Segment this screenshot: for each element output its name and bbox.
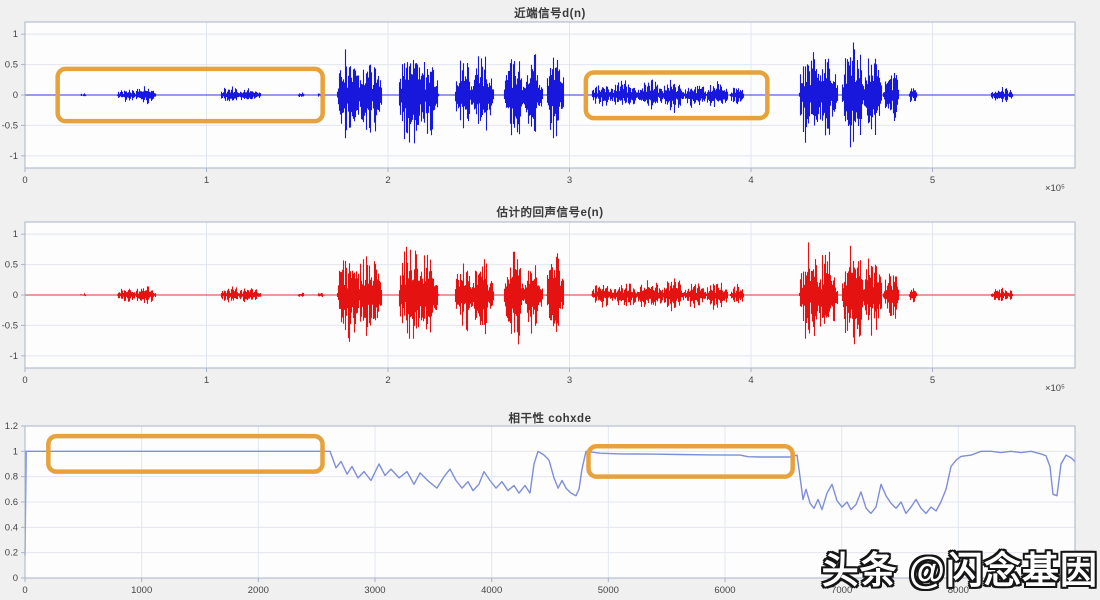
highlight-box — [55, 66, 325, 124]
plot-title-coherence: 相干性 cohxde — [508, 413, 592, 425]
x-tick-label: 3 — [567, 175, 572, 186]
x-tick-label: 3000 — [364, 585, 385, 596]
x-tick-label: 0 — [22, 175, 27, 186]
subplot-estimated-echo-signal: 0 1 2 3 4 5 -1 -0.5 0 0.5 1 — [2, 221, 1076, 386]
x-tick-label: 1000 — [131, 585, 152, 596]
y-tick-label: 0 — [13, 573, 18, 584]
x-tick-label: 5 — [930, 175, 935, 186]
x-tick-label: 4 — [748, 175, 753, 186]
y-tick-label: -0.5 — [2, 120, 18, 131]
y-tick-label: 0.4 — [5, 522, 18, 533]
y-tick-label: 0 — [13, 290, 18, 301]
y-tick-label: -1 — [10, 351, 18, 362]
y-tick-label: 1 — [13, 29, 18, 40]
watermark: 头条 @闪念基因 — [821, 550, 1098, 591]
subplot-coherence: 0 1000 2000 3000 4000 5000 6000 7000 8000 0 0.2 0.4… — [5, 421, 1076, 596]
y-tick-label: 0.5 — [5, 260, 18, 271]
x-tick-label: 5 — [930, 375, 935, 386]
x-tick-label: 2 — [385, 375, 390, 386]
y-tick-label: 0 — [13, 90, 18, 101]
x-tick-label: 3 — [567, 375, 572, 386]
x-tick-label: 4 — [748, 375, 753, 386]
y-tick-label: 1 — [13, 446, 18, 457]
y-tick-label: 0.5 — [5, 60, 18, 71]
y-tick-label: 1.2 — [5, 421, 18, 432]
y-tick-label: 0.2 — [5, 548, 18, 559]
y-tick-label: 0.8 — [5, 472, 18, 483]
plot-title-near-end-signal: 近端信号d(n) — [514, 8, 586, 20]
x-tick-label: 5000 — [598, 585, 619, 596]
y-tick-label: -1 — [10, 151, 18, 162]
x-tick-label: 4000 — [481, 585, 502, 596]
x-tick-label: 6000 — [714, 585, 735, 596]
x-tick-label: 1 — [204, 175, 209, 186]
highlight-box — [583, 70, 770, 121]
highlight-box — [586, 444, 795, 479]
x-tick-label: 2 — [385, 175, 390, 186]
highlight-box — [46, 433, 325, 474]
x-axis-exponent-label-plot1: ×10⁵ — [1044, 183, 1065, 194]
waveform-near-end-signal — [79, 42, 1014, 148]
subplot-near-end-signal: 0 1 2 3 4 5 -1 -0.5 0 0.5 1 — [2, 21, 1076, 186]
line-coherence — [24, 450, 1076, 556]
y-tick-label: -0.5 — [2, 320, 18, 331]
plot-title-estimated-echo-signal: 估计的回声信号e(n) — [496, 207, 604, 219]
y-tick-label: 1 — [13, 229, 18, 240]
x-tick-label: 0 — [22, 375, 27, 386]
waveform-estimated-echo-signal — [79, 242, 1014, 345]
x-tick-label: 7000 — [831, 585, 852, 596]
x-tick-label: 2000 — [248, 585, 269, 596]
y-tick-label: 0.6 — [5, 497, 18, 508]
x-tick-label: 8000 — [948, 585, 969, 596]
x-axis-exponent-label-plot2: ×10⁵ — [1044, 383, 1065, 394]
x-tick-label: 0 — [22, 585, 27, 596]
x-tick-label: 1 — [204, 375, 209, 386]
